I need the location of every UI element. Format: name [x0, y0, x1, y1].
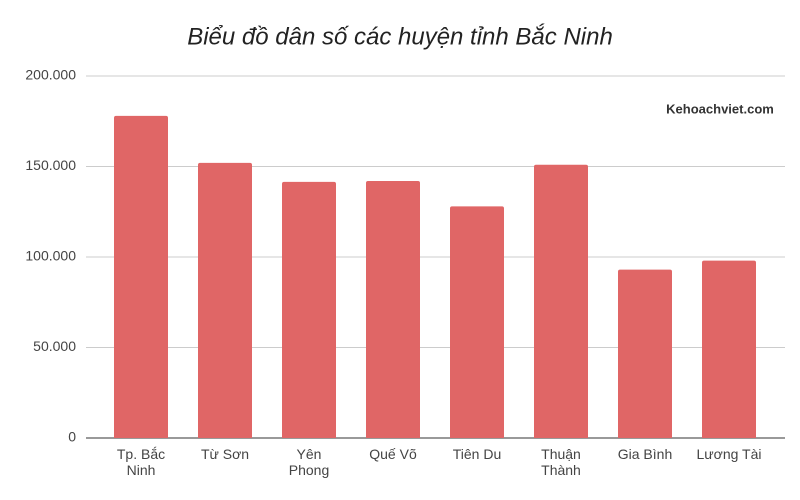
x-tick-label: Gia Bình: [617, 446, 673, 462]
chart-title: Biểu đồ dân số các huyện tỉnh Bắc Ninh: [187, 23, 613, 50]
x-tick-label: Tiên Du: [452, 446, 502, 462]
bar: [534, 164, 588, 438]
watermark: Kehoachviet.com: [666, 101, 774, 116]
y-tick-label: 50.000: [33, 338, 76, 354]
x-tick-label: Quế Võ: [369, 446, 417, 462]
x-tick-label: Từ Sơn: [200, 446, 250, 462]
bar: [114, 115, 168, 438]
x-tick-label: Thuận Thành: [541, 446, 581, 478]
bar: [702, 260, 756, 438]
x-tick-label: Yên Phong: [288, 446, 330, 478]
y-tick-label: 150.000: [25, 157, 76, 173]
y-tick-label: 0: [68, 429, 76, 445]
y-tick-label: 100.000: [25, 248, 76, 264]
x-tick-label: Tp. Bắc Ninh: [116, 446, 166, 478]
bar: [618, 269, 672, 438]
bar: [282, 181, 336, 438]
y-tick-label: 200.000: [25, 67, 76, 83]
bar: [450, 206, 504, 438]
bar: [366, 180, 420, 439]
x-tick-label: Lương Tài: [696, 446, 762, 462]
bar: [198, 162, 252, 438]
